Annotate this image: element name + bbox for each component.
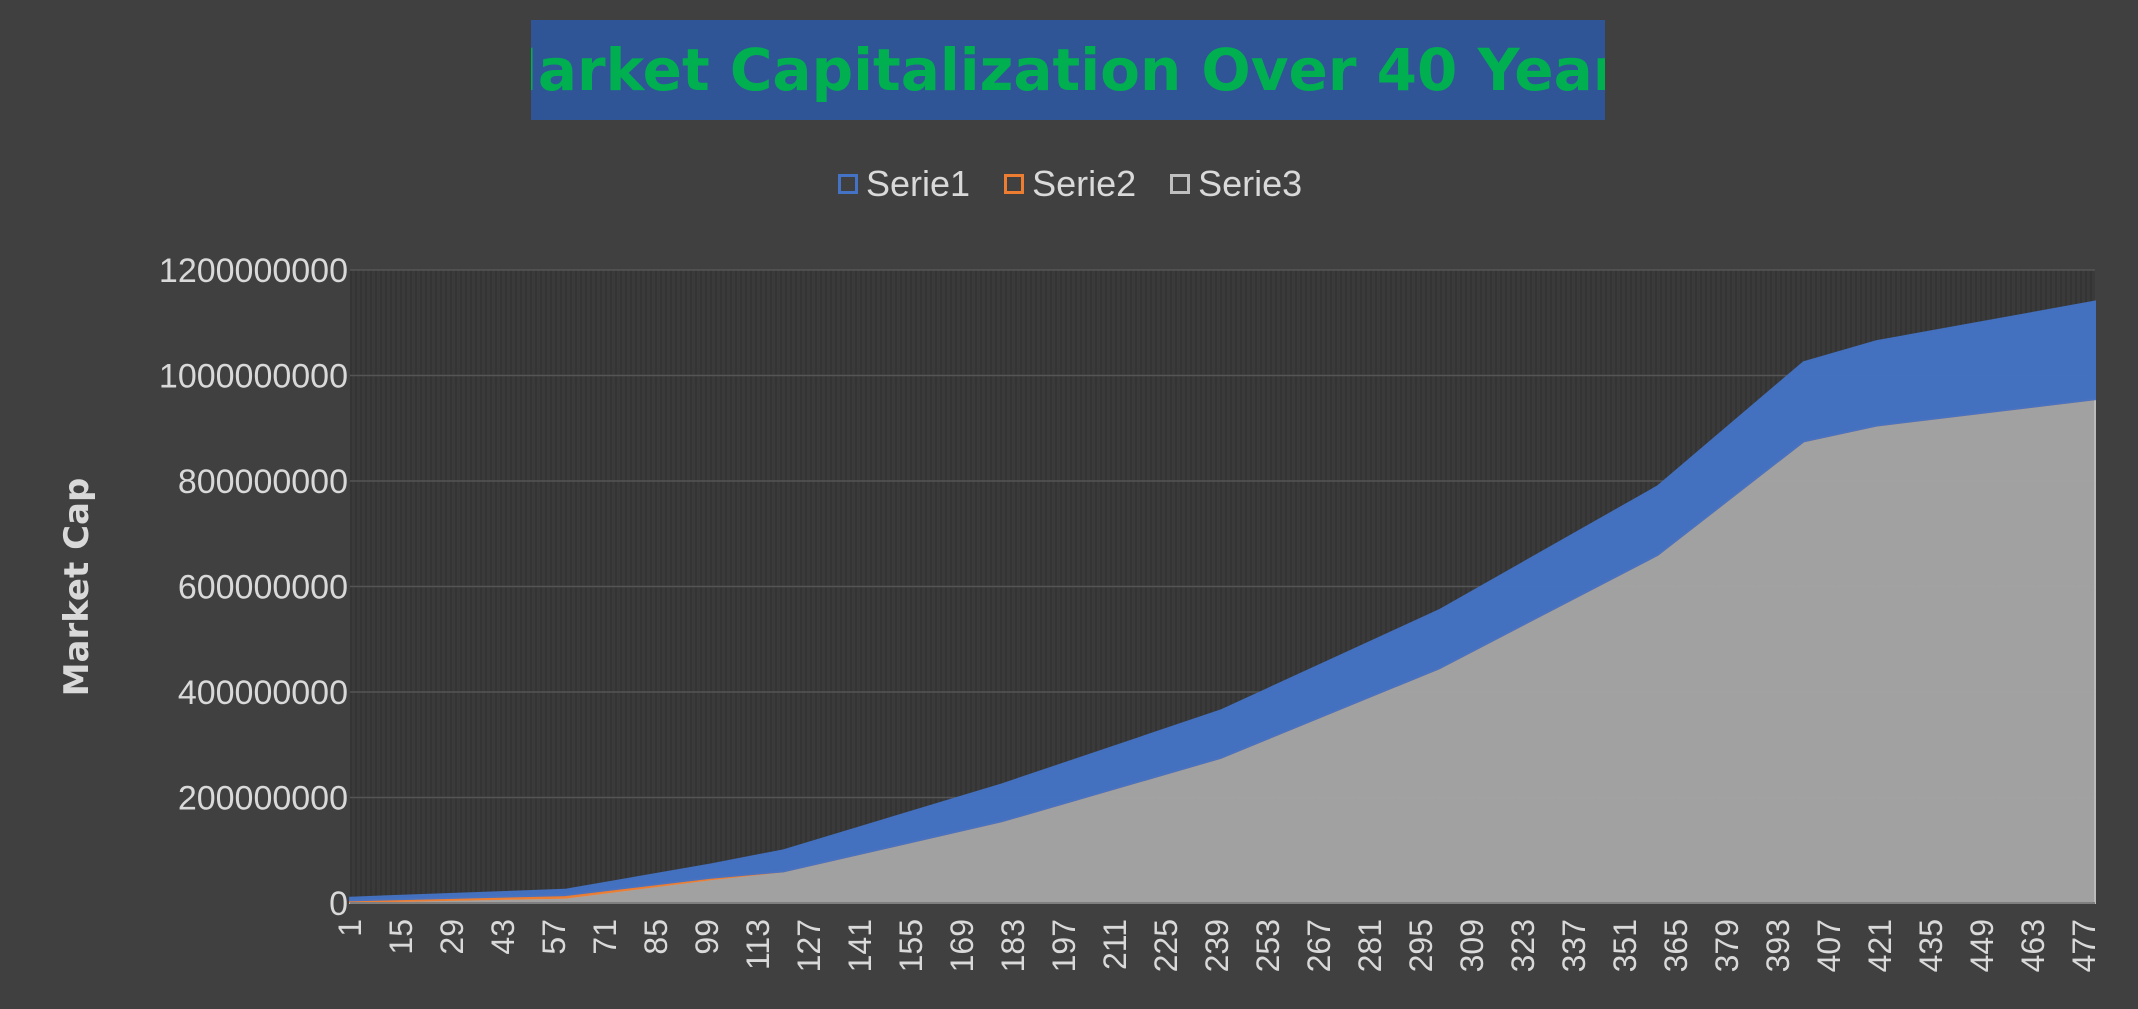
x-tick-label: 211 [1097, 919, 1133, 970]
x-tick-label: 183 [995, 919, 1031, 972]
y-axis: 0 200000000 400000000 600000000 800000000 100… [159, 252, 348, 923]
legend-swatch-serie3 [1170, 174, 1191, 194]
legend-item-serie1: Serie1 [838, 163, 970, 205]
x-tick-label: 449 [1964, 919, 2000, 972]
x-tick-label: 393 [1760, 919, 1796, 972]
x-tick-label: 57 [536, 919, 572, 955]
y-tick-label: 600000000 [178, 569, 348, 607]
legend-label-serie1: Serie1 [866, 163, 971, 204]
legend-label-serie3: Serie3 [1198, 163, 1303, 204]
x-tick-label: 323 [1505, 919, 1541, 972]
x-tick-label: 225 [1148, 919, 1184, 972]
x-tick-label: 309 [1454, 919, 1490, 972]
x-tick-label: 155 [893, 919, 929, 972]
x-tick-label: 113 [740, 919, 776, 970]
legend-swatch-serie1 [838, 174, 858, 194]
x-axis: 1 15 29 43 57 71 85 99 113 127 141 155 169 183 197 211 2… [332, 902, 2102, 972]
x-tick-label: 295 [1403, 919, 1439, 972]
x-tick-label: 365 [1658, 919, 1694, 972]
x-tick-label: 169 [944, 919, 980, 972]
x-tick-label: 435 [1913, 919, 1949, 972]
x-tick-label: 281 [1352, 919, 1388, 972]
y-axis-title: Market Cap [57, 478, 97, 697]
x-tick-label: 127 [791, 919, 827, 972]
x-tick-label: 15 [383, 919, 419, 955]
x-tick-label: 337 [1556, 919, 1592, 972]
y-tick-label: 1000000000 [159, 358, 348, 396]
x-tick-label: 71 [587, 919, 623, 955]
x-tick-label: 379 [1709, 919, 1745, 972]
y-tick-label: 200000000 [178, 780, 348, 818]
x-tick-label: 477 [2066, 919, 2102, 972]
x-tick-label: 253 [1250, 919, 1286, 972]
x-tick-label: 1 [332, 919, 368, 937]
x-tick-label: 267 [1301, 919, 1337, 972]
legend-label-serie2: Serie2 [1032, 163, 1137, 204]
x-tick-label: 351 [1607, 919, 1643, 972]
y-tick-label: 800000000 [178, 463, 348, 501]
legend: Serie1 Serie2 Serie3 [838, 160, 1302, 208]
area-serie1 [349, 300, 2096, 902]
legend-swatch-serie2 [1004, 174, 1025, 194]
x-tick-label: 421 [1862, 919, 1898, 972]
x-tick-label: 141 [842, 919, 878, 972]
x-tick-label: 407 [1811, 919, 1847, 972]
x-tick-label: 29 [434, 919, 470, 955]
x-tick-label: 85 [638, 919, 674, 955]
x-tick-label: 43 [485, 919, 521, 955]
x-tick-label: 239 [1199, 919, 1235, 972]
x-tick-label: 99 [689, 919, 725, 955]
y-tick-label: 400000000 [178, 674, 348, 712]
chart-title: Market Capitalization Over 40 Years [531, 20, 1605, 120]
x-tick-label: 197 [1046, 919, 1082, 972]
y-tick-label: 0 [329, 885, 348, 923]
legend-item-serie3: Serie3 [1170, 163, 1302, 205]
y-tick-label: 1200000000 [159, 252, 348, 290]
legend-item-serie2: Serie2 [1004, 163, 1136, 205]
x-tick-label: 463 [2015, 919, 2051, 972]
